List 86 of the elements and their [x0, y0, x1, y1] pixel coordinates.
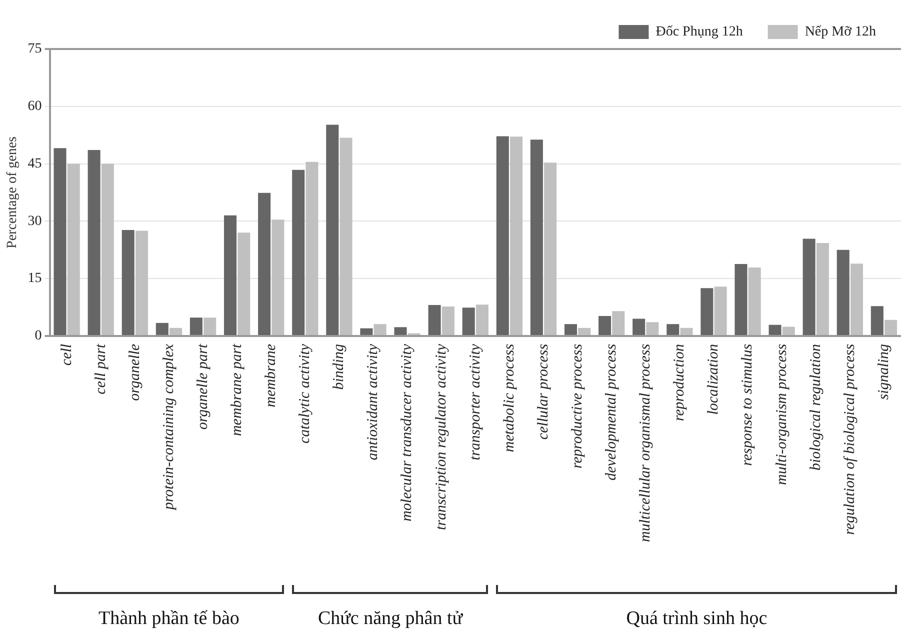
y-tick-label: 15: [28, 271, 42, 286]
bar: [768, 324, 782, 335]
bar: [340, 138, 352, 335]
x-tick-label: reproductive process: [569, 344, 586, 469]
bar: [476, 304, 488, 335]
bar: [530, 140, 543, 335]
x-tick-label: multicellular organismal process: [638, 344, 654, 542]
x-tick-label: protein-containing complex: [160, 344, 177, 511]
bar: [88, 150, 100, 335]
x-tick-label: catalytic activity: [297, 344, 314, 444]
x-tick-label: signaling: [876, 343, 892, 400]
text: Chức năng phân tử: [316, 608, 464, 630]
bar: [224, 215, 237, 335]
x-tick-label: cell: [58, 344, 75, 366]
x-tick-label: molecular transducer activity: [399, 344, 416, 522]
bar: [870, 306, 884, 335]
bar: [564, 324, 577, 335]
bar: [360, 328, 373, 335]
bar: [714, 286, 727, 335]
x-tick-label: antioxidant activity: [365, 344, 382, 460]
bar: [836, 250, 850, 335]
bar: [394, 327, 407, 335]
bar: [258, 192, 271, 335]
x-tick-label: membrane part: [229, 343, 245, 436]
bar: [646, 322, 659, 335]
bar: [122, 230, 134, 335]
bar: [442, 306, 454, 335]
bar: [54, 148, 66, 335]
x-tick-label: transcription regulator activity: [433, 344, 450, 530]
bar: [578, 328, 591, 335]
y-tick-label: 0: [34, 328, 42, 344]
bar: [462, 308, 475, 335]
bar: [816, 242, 829, 335]
x-tick-label: organelle: [126, 344, 143, 401]
bar: [272, 220, 284, 335]
bar: [292, 170, 305, 335]
x-tick-label: transporter activity: [467, 344, 484, 460]
bar: [510, 136, 523, 335]
x-tick-label: regulation of biological process: [842, 344, 858, 535]
text: Quá trình sinh học: [625, 608, 768, 630]
x-tick-label: biological regulation: [808, 344, 824, 470]
x-tick-label: organelle part: [194, 343, 211, 430]
y-tick-label: 30: [28, 214, 42, 229]
bar: [734, 264, 748, 335]
x-tick-label: response to stimulus: [740, 344, 756, 466]
bar: [612, 311, 625, 335]
bar: [204, 318, 216, 335]
x-tick-label: developmental process: [604, 344, 620, 480]
x-tick-label: binding: [331, 343, 348, 390]
bar: [238, 232, 250, 335]
bar: [748, 267, 761, 335]
bar: [680, 328, 693, 335]
bar: [544, 162, 557, 335]
bar: [802, 238, 816, 335]
bar: [67, 164, 80, 335]
bar: [156, 322, 168, 335]
bar: [884, 320, 898, 335]
bar: [306, 162, 318, 335]
legend-label: Đốc Phụng 12h: [656, 24, 743, 40]
y-tick-label: 45: [28, 156, 42, 172]
x-tick-label: membrane: [263, 344, 280, 408]
x-tick-label: reproduction: [672, 344, 688, 422]
y-tick-label: 60: [28, 99, 42, 114]
bar: [374, 324, 386, 335]
bar: [170, 328, 182, 335]
bar: [782, 326, 795, 335]
y-tick-label: 75: [28, 42, 42, 57]
bar: [850, 264, 864, 335]
bar: [598, 316, 612, 335]
x-tick-label: cellular process: [535, 344, 552, 440]
bar: [632, 318, 646, 335]
bar: [326, 124, 339, 335]
legend-label: Nếp Mỡ 12h: [804, 24, 876, 40]
text: Thành phần tế bào: [98, 608, 240, 630]
x-tick-label: cell part: [92, 343, 109, 394]
x-tick-label: metabolic process: [501, 344, 518, 452]
y-axis-title: Percentage of genes: [5, 136, 20, 248]
bar: [666, 324, 680, 335]
bar: [135, 230, 148, 335]
bar: [700, 288, 714, 335]
bar: [428, 304, 441, 335]
bar: [190, 318, 202, 335]
bar: [101, 164, 114, 335]
bar: [496, 136, 509, 335]
x-tick-label: multi-organism process: [774, 344, 790, 485]
x-tick-label: localization: [706, 344, 722, 415]
